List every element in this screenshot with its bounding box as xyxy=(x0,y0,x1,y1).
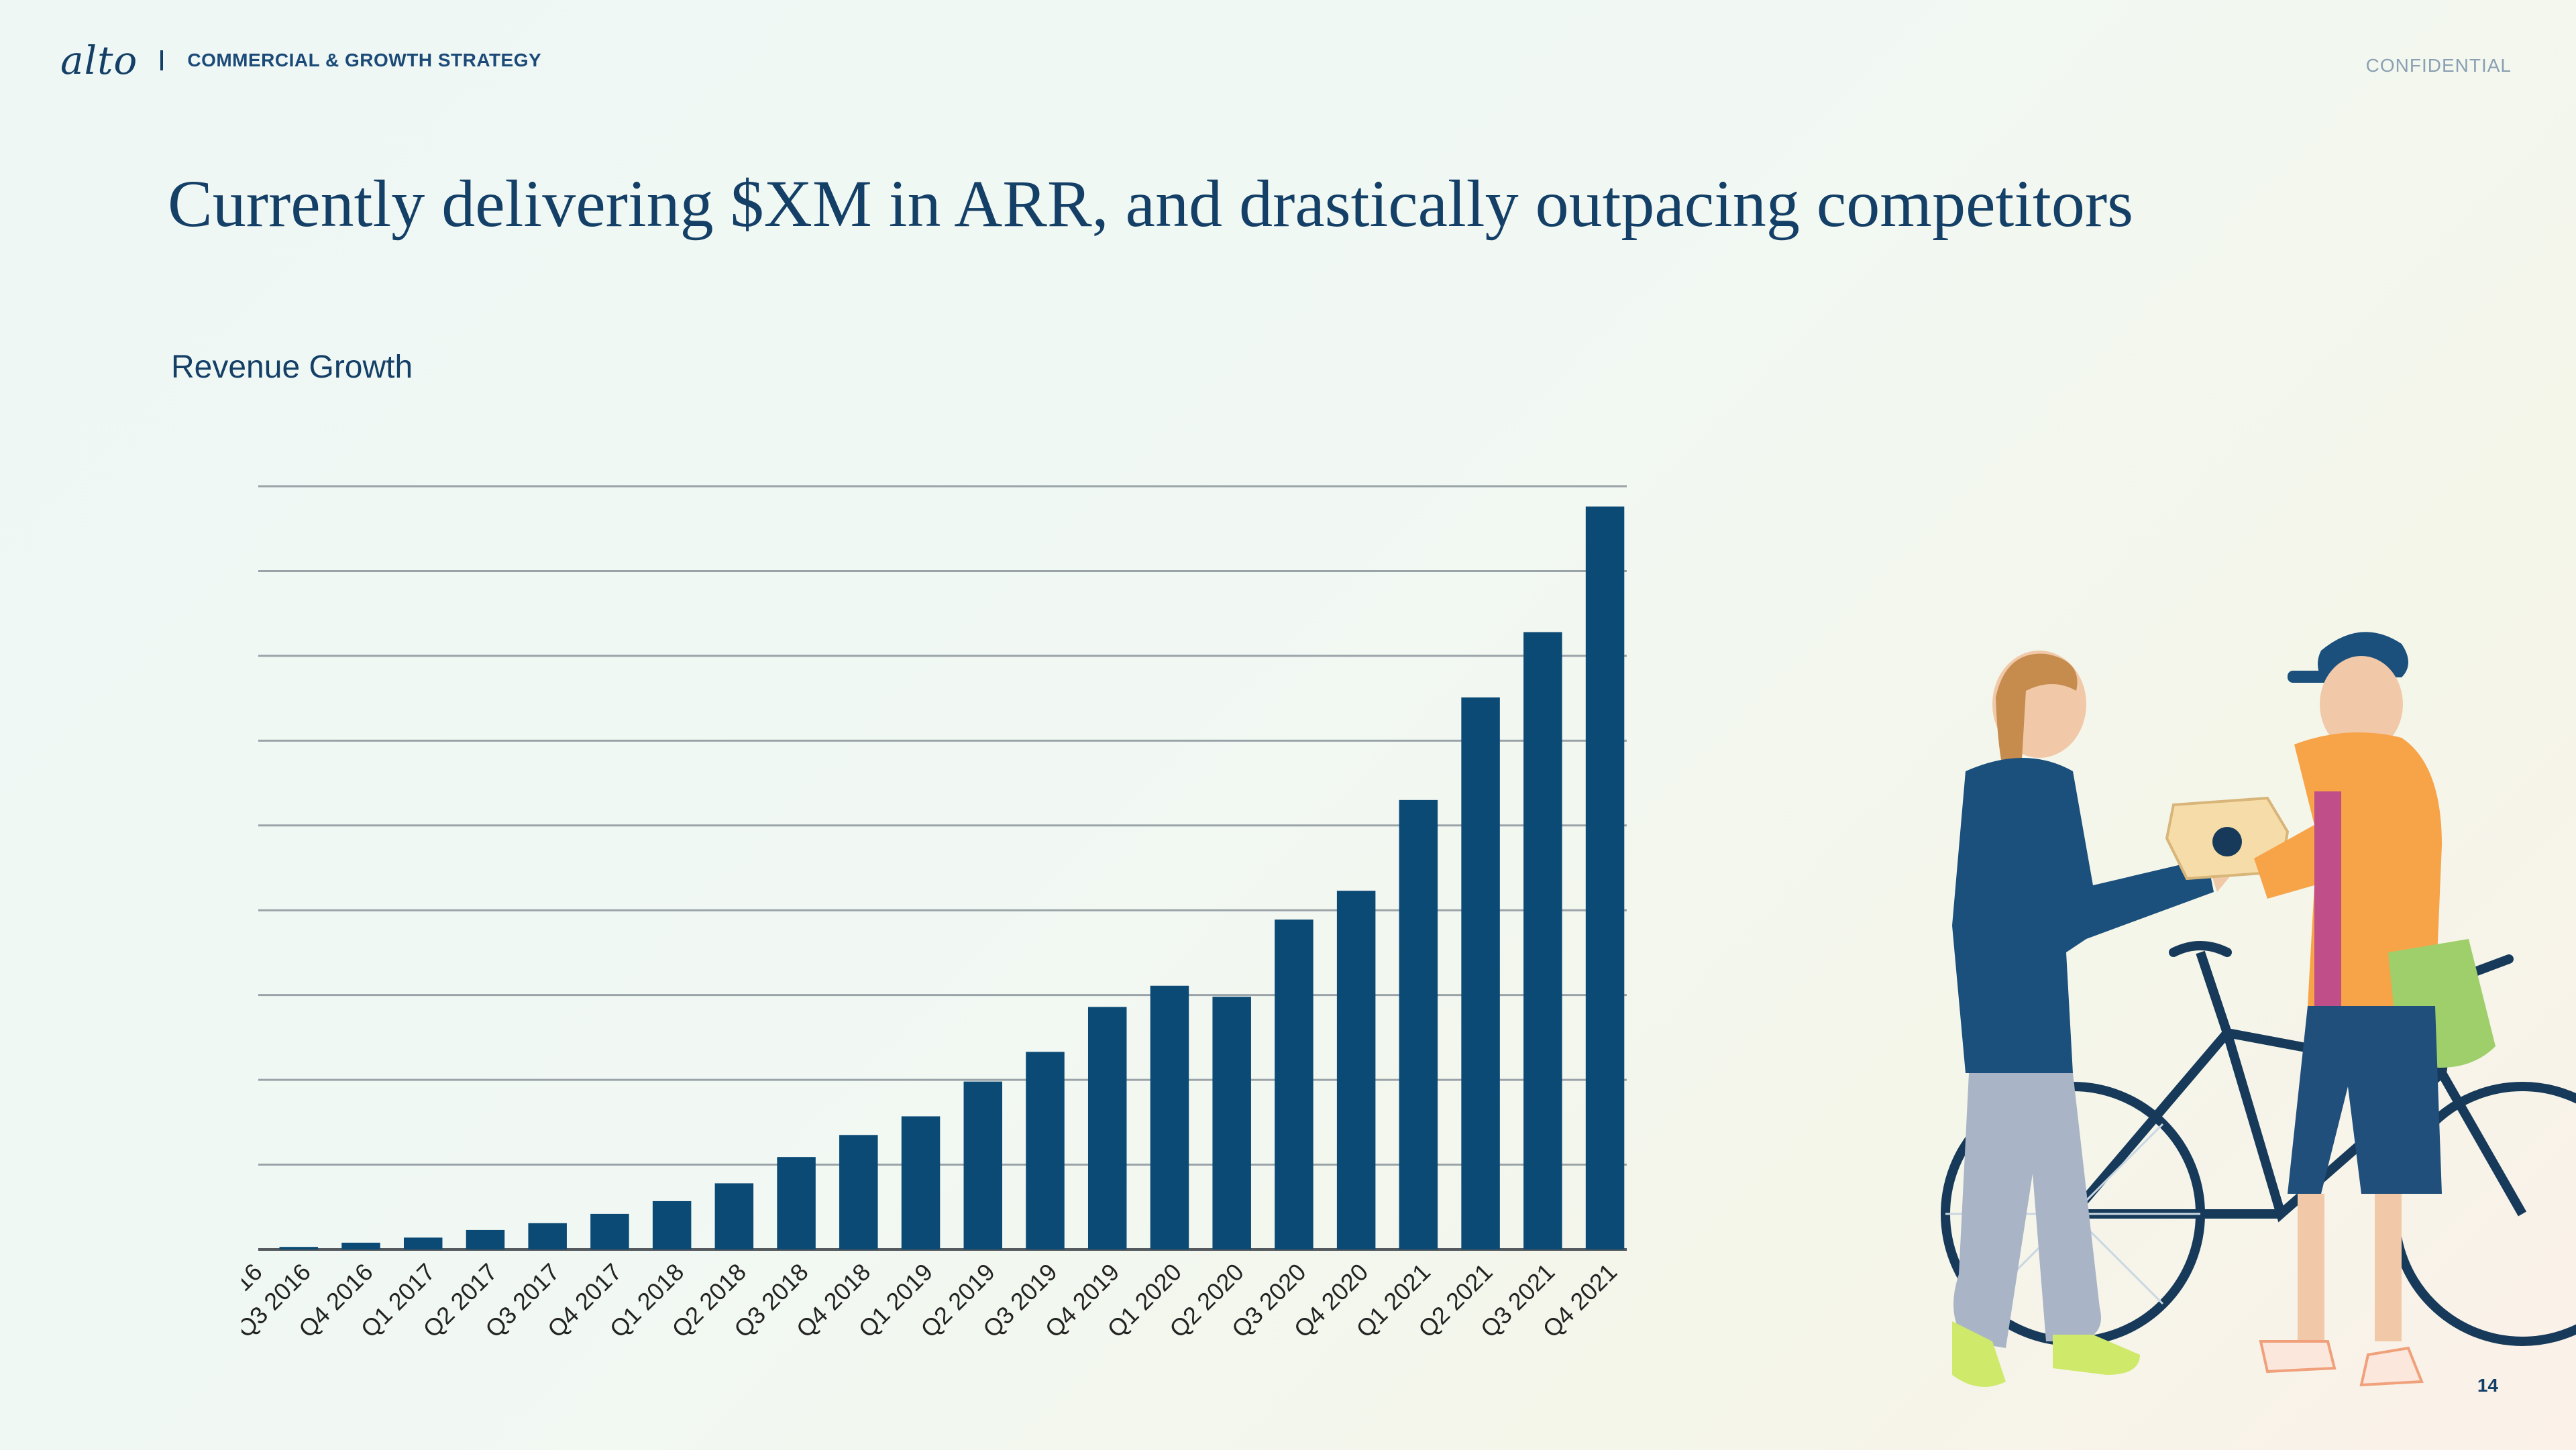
courier-figure xyxy=(2254,632,2496,1387)
slide-title: Currently delivering $XM in ARR, and dra… xyxy=(168,166,2134,241)
alto-logo: alto xyxy=(60,38,138,83)
bar-q3-2018 xyxy=(777,1157,816,1249)
bar-q4-2019 xyxy=(1087,1007,1127,1249)
bar-q4-2020 xyxy=(1336,891,1376,1249)
bar-q1-2020 xyxy=(1150,985,1189,1249)
bar-q4-2017 xyxy=(590,1213,629,1249)
bar-q2-2017 xyxy=(466,1229,505,1249)
page-number: 14 xyxy=(2477,1375,2498,1396)
bar-q2-2018 xyxy=(714,1183,754,1249)
bar-q4-2016 xyxy=(341,1242,380,1249)
confidential-label: CONFIDENTIAL xyxy=(2365,55,2512,76)
bar-q2-2020 xyxy=(1212,997,1251,1249)
header: alto COMMERCIAL & GROWTH STRATEGY xyxy=(60,38,542,83)
bar-q4-2021 xyxy=(1585,506,1625,1249)
bar-q4-2018 xyxy=(839,1135,878,1249)
bar-q1-2021 xyxy=(1399,799,1438,1249)
bar-q3-2019 xyxy=(1026,1052,1065,1249)
chart-subtitle: Revenue Growth xyxy=(171,349,413,385)
bar-q2-2021 xyxy=(1461,697,1500,1249)
delivery-illustration xyxy=(1941,632,2576,1387)
woman-figure xyxy=(1952,651,2234,1387)
bar-q1-2019 xyxy=(901,1116,941,1249)
bar-q3-2021 xyxy=(1523,632,1562,1249)
bar-q3-2017 xyxy=(528,1223,567,1249)
bar-q1-2018 xyxy=(652,1201,692,1249)
bar-q2-2019 xyxy=(963,1081,1003,1249)
bar-q3-2016 xyxy=(279,1247,319,1249)
bar-q3-2020 xyxy=(1275,919,1313,1249)
header-divider xyxy=(160,50,164,70)
section-label: COMMERCIAL & GROWTH STRATEGY xyxy=(187,50,542,70)
bar-q1-2017 xyxy=(403,1237,443,1249)
